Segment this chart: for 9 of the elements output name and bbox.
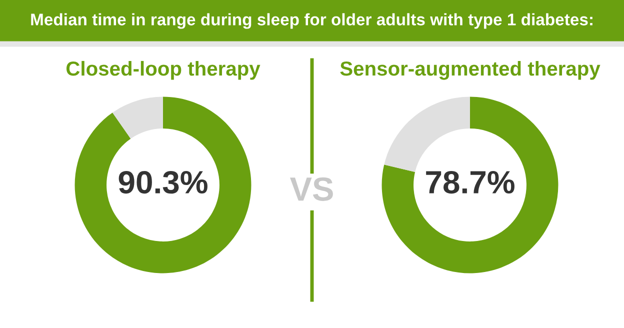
- data-label: 90.3%: [118, 170, 208, 194]
- data-label: 78.7%: [426, 170, 514, 194]
- donut-slice: [384, 96, 470, 172]
- donut-slice: [74, 96, 252, 274]
- text: Median time in range during sleep for older adults with type 1 diabetes:: [31, 13, 592, 29]
- chart-title: Closed-loop therapy: [66, 60, 260, 80]
- donut-slice: [382, 96, 558, 274]
- donut-slice: [112, 96, 163, 139]
- chart-title: Sensor-augmented therapy: [340, 60, 600, 80]
